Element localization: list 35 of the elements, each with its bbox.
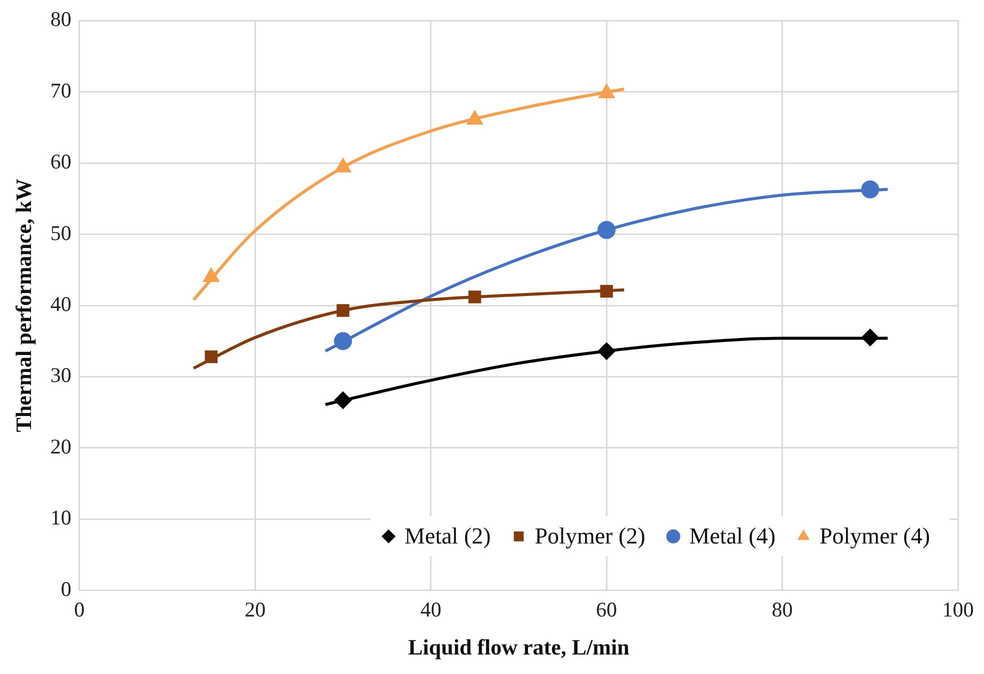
point <box>598 221 616 239</box>
x-tick-label: 40 <box>420 598 442 622</box>
line-series <box>192 87 626 302</box>
line-series <box>192 288 626 370</box>
legend-label: Metal (2) <box>404 523 491 548</box>
y-tick-label: 60 <box>50 150 72 174</box>
point <box>334 391 352 410</box>
y-axis-title: Thermal performance, kW <box>10 178 36 432</box>
y-tick-label: 10 <box>50 506 72 530</box>
y-tick-label: 70 <box>50 78 72 102</box>
x-tick-label: 100 <box>942 598 974 622</box>
point <box>334 157 352 172</box>
y-tick-label: 50 <box>50 220 72 245</box>
point <box>204 350 218 364</box>
x-tick-label: 80 <box>772 598 793 622</box>
point <box>334 332 352 350</box>
y-tick-label: 20 <box>50 434 72 458</box>
y-tick-label: 40 <box>50 292 72 316</box>
point <box>861 180 880 198</box>
point <box>600 284 613 298</box>
y-tick-label: 0 <box>60 576 72 601</box>
y-tick-label: 30 <box>50 363 72 388</box>
point <box>598 83 616 98</box>
point <box>861 328 880 347</box>
x-axis-title: Liquid flow rate, L/min <box>408 634 630 660</box>
point <box>468 290 482 304</box>
legend-label: Polymer (4) <box>819 523 930 548</box>
point <box>466 110 484 125</box>
x-tick-label: 60 <box>596 598 618 622</box>
point <box>598 342 616 360</box>
legend-label: Metal (4) <box>689 523 776 548</box>
x-tick-label: 20 <box>244 598 266 622</box>
y-tick-label: 80 <box>50 7 72 32</box>
point <box>336 304 350 317</box>
legend-label: Polymer (2) <box>534 523 646 548</box>
